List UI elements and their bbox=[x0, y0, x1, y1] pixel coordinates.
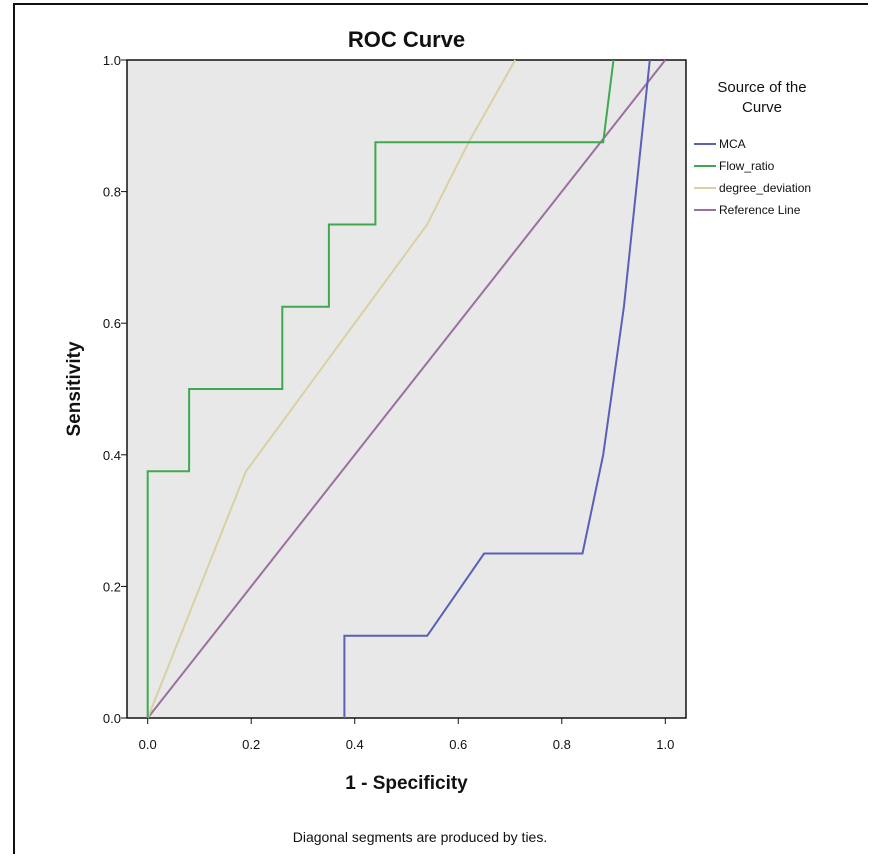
y-tick-label: 0.2 bbox=[103, 579, 121, 594]
x-tick-label: 0.2 bbox=[242, 737, 260, 752]
y-tick-label: 0.8 bbox=[103, 185, 121, 200]
y-axis-label: Sensitivity bbox=[64, 341, 85, 436]
footnote: Diagonal segments are produced by ties. bbox=[293, 829, 547, 845]
y-tick-label: 0.6 bbox=[103, 316, 121, 331]
x-tick-label: 0.4 bbox=[346, 737, 364, 752]
y-tick-label: 0.0 bbox=[103, 711, 121, 726]
figure-frame bbox=[13, 3, 868, 854]
x-axis-label: 1 - Specificity bbox=[345, 773, 468, 794]
x-tick-label: 0.6 bbox=[449, 737, 467, 752]
legend-label-flow-ratio: Flow_ratio bbox=[719, 159, 775, 173]
legend-label-reference-line: Reference Line bbox=[719, 203, 801, 217]
legend-title: Source of the Curve bbox=[717, 79, 806, 116]
tick-layer: 0.0 0.2 0.4 0.6 0.8 1.0 0.0 0.2 0.4 0.6 0.8 1.0 bbox=[103, 53, 674, 752]
legend-label-mca: MCA bbox=[719, 137, 746, 151]
series-line-degree-deviation bbox=[146, 59, 517, 719]
series-layer bbox=[146, 59, 667, 719]
x-tick-label: 0.8 bbox=[553, 737, 571, 752]
legend-label-degree-deviation: degree_deviation bbox=[719, 181, 811, 195]
x-tick-label: 0.0 bbox=[139, 737, 157, 752]
x-tick-label: 1.0 bbox=[656, 737, 674, 752]
legend: Source of the Curve MCA Flow_ratio degree_d… bbox=[694, 79, 811, 217]
series-line-flow-ratio bbox=[146, 59, 615, 718]
series-line-mca bbox=[343, 59, 651, 718]
y-tick-label: 0.4 bbox=[103, 448, 121, 463]
chart-title: ROC Curve bbox=[348, 27, 465, 52]
y-tick-label: 1.0 bbox=[103, 53, 121, 68]
series-line-reference-line bbox=[146, 59, 667, 719]
